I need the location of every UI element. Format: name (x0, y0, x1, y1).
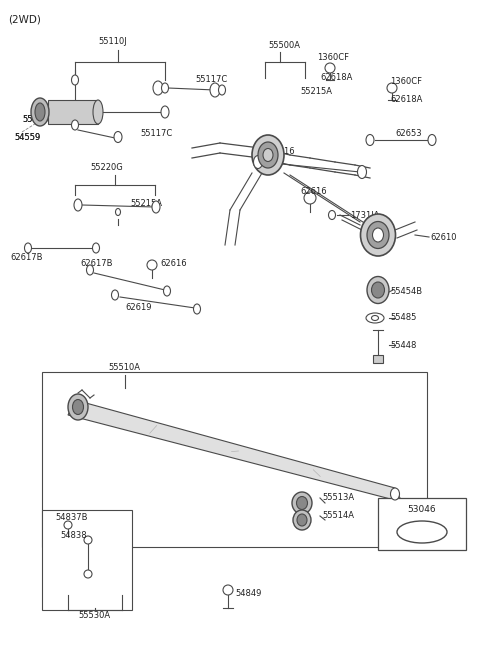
Text: 1360CF: 1360CF (317, 53, 349, 62)
Ellipse shape (72, 399, 84, 415)
Text: 55117C: 55117C (195, 74, 227, 83)
Ellipse shape (366, 313, 384, 323)
Ellipse shape (367, 277, 389, 304)
Ellipse shape (358, 166, 367, 179)
Text: 62653: 62653 (395, 129, 421, 137)
Bar (42, 510, 132, 610)
Circle shape (64, 521, 72, 529)
Ellipse shape (86, 265, 94, 275)
Circle shape (84, 570, 92, 578)
Text: 55514A: 55514A (322, 512, 354, 520)
Ellipse shape (74, 199, 82, 211)
Ellipse shape (210, 83, 220, 97)
Ellipse shape (116, 208, 120, 215)
Ellipse shape (93, 243, 99, 253)
Ellipse shape (263, 148, 273, 162)
Text: 54838: 54838 (60, 530, 86, 539)
Text: 55530A: 55530A (78, 610, 110, 620)
Ellipse shape (397, 521, 447, 543)
Ellipse shape (328, 210, 336, 219)
Text: 55543: 55543 (22, 116, 48, 124)
Text: 53046: 53046 (408, 505, 436, 514)
Text: 62617B: 62617B (10, 252, 43, 261)
Text: 1360CF: 1360CF (390, 78, 422, 87)
Text: 55448: 55448 (390, 340, 416, 350)
Ellipse shape (31, 98, 49, 126)
Text: 55543: 55543 (22, 116, 48, 124)
Ellipse shape (153, 81, 163, 95)
Ellipse shape (297, 497, 308, 509)
Ellipse shape (93, 100, 103, 124)
Ellipse shape (292, 492, 312, 514)
Ellipse shape (372, 315, 379, 321)
Text: 55454B: 55454B (390, 288, 422, 296)
Text: 62617B: 62617B (80, 260, 112, 269)
Ellipse shape (24, 243, 32, 253)
Text: 55485: 55485 (390, 313, 416, 323)
Text: 54559: 54559 (14, 133, 40, 143)
Ellipse shape (372, 282, 384, 298)
Text: 62618A: 62618A (390, 95, 422, 104)
Ellipse shape (218, 85, 226, 95)
Ellipse shape (193, 304, 201, 314)
Ellipse shape (161, 106, 169, 118)
Ellipse shape (297, 514, 307, 526)
Ellipse shape (253, 156, 263, 168)
Ellipse shape (367, 221, 389, 248)
Text: 62619: 62619 (125, 302, 152, 311)
Ellipse shape (360, 214, 396, 256)
Ellipse shape (293, 510, 311, 530)
Text: 55513A: 55513A (322, 493, 354, 503)
Text: 1731JA: 1731JA (350, 210, 379, 219)
Text: 62616: 62616 (300, 187, 326, 196)
Ellipse shape (35, 103, 45, 121)
Text: 54837B: 54837B (55, 512, 87, 522)
Ellipse shape (72, 120, 79, 130)
Text: 55117C: 55117C (140, 129, 172, 137)
Text: 55215A: 55215A (130, 198, 162, 208)
Circle shape (387, 83, 397, 93)
Circle shape (223, 585, 233, 595)
Text: 54559: 54559 (14, 133, 40, 143)
Ellipse shape (252, 135, 284, 175)
Text: 54849: 54849 (235, 589, 262, 599)
Circle shape (325, 63, 335, 73)
Ellipse shape (428, 135, 436, 145)
Ellipse shape (372, 228, 384, 242)
Bar (378, 498, 466, 550)
Text: 62616: 62616 (268, 148, 295, 156)
Bar (373, 355, 383, 363)
Ellipse shape (164, 286, 170, 296)
Ellipse shape (161, 83, 168, 93)
Text: 55510A: 55510A (108, 363, 140, 373)
Ellipse shape (111, 290, 119, 300)
Circle shape (264, 156, 276, 168)
Circle shape (147, 260, 157, 270)
Ellipse shape (68, 394, 88, 420)
Text: 55110J: 55110J (98, 37, 127, 47)
Ellipse shape (114, 131, 122, 143)
Polygon shape (68, 400, 402, 502)
Ellipse shape (258, 142, 278, 168)
Text: 62618A: 62618A (320, 74, 352, 83)
Ellipse shape (152, 201, 160, 213)
Text: (2WD): (2WD) (8, 14, 41, 24)
Text: 55500A: 55500A (268, 41, 300, 49)
Ellipse shape (366, 135, 374, 145)
Circle shape (304, 192, 316, 204)
Text: 55215A: 55215A (300, 87, 332, 97)
Polygon shape (48, 100, 98, 124)
Text: 62610: 62610 (430, 233, 456, 242)
Ellipse shape (391, 488, 399, 500)
Circle shape (84, 536, 92, 544)
Ellipse shape (72, 75, 79, 85)
Text: 62616: 62616 (160, 258, 187, 267)
Bar (42, 372, 427, 547)
Text: 55220G: 55220G (90, 164, 123, 173)
